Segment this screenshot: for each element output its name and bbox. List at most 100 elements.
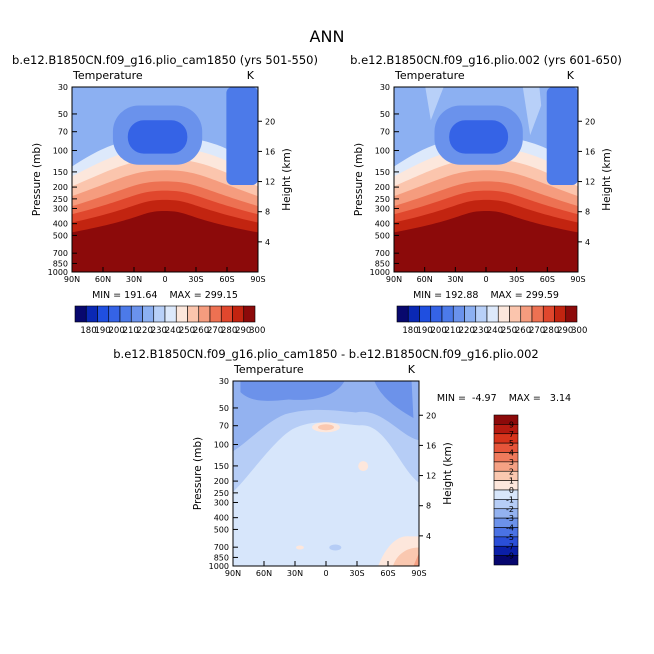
y-tick-label: 200 — [214, 477, 229, 486]
y2-tick-label: 16 — [426, 441, 436, 450]
colorbar-label: -5 — [506, 533, 514, 542]
colorbar-swatch — [85, 305, 98, 323]
y-tick-label: 300 — [375, 204, 390, 213]
colorbar-label: 230 — [473, 326, 489, 336]
y-tick-label: 70 — [58, 128, 68, 137]
panel-2: b.e12.B1850CN.f09_g16.plio.002 (yrs 601-… — [350, 53, 622, 336]
colorbar-label: 270 — [207, 326, 223, 336]
y-tick-label: 400 — [375, 220, 390, 229]
colorbar-label: -7 — [506, 542, 514, 551]
contour-band — [318, 424, 334, 431]
colorbar-swatch — [175, 305, 188, 323]
x-tick-label: 30S — [509, 275, 524, 284]
colorbar-label: 200 — [431, 326, 447, 336]
contour-field — [233, 381, 419, 566]
y2-axis-label: Height (km) — [442, 442, 454, 505]
contour-band — [358, 461, 369, 472]
x-tick-label: 0 — [483, 275, 488, 284]
colorbar-label: 240 — [487, 326, 503, 336]
colorbar-label: -2 — [506, 505, 514, 514]
y-tick-label: 700 — [53, 249, 68, 258]
colorbar-label: 290 — [235, 326, 251, 336]
colorbar-label: 200 — [109, 326, 125, 336]
colorbar-label: 250 — [501, 326, 517, 336]
contour-band — [226, 87, 258, 186]
y-tick-label: 150 — [53, 168, 68, 177]
colorbar-swatch — [493, 442, 519, 453]
panel-title: b.e12.B1850CN.f09_g16.plio.002 (yrs 601-… — [350, 53, 622, 67]
colorbar-label: 220 — [459, 326, 475, 336]
colorbar-label: 300 — [249, 326, 265, 336]
colorbar-label: 220 — [137, 326, 153, 336]
colorbar-swatch — [486, 305, 499, 323]
colorbar-swatch — [441, 305, 454, 323]
x-tick-label: 60S — [219, 275, 234, 284]
contour-band — [295, 545, 304, 550]
y-tick-label: 400 — [214, 514, 229, 523]
colorbar-label: 240 — [165, 326, 181, 336]
colorbar-swatch — [407, 305, 420, 323]
y-tick-label: 850 — [53, 259, 68, 268]
colorbar-label: 190 — [416, 326, 432, 336]
colorbar-swatch — [452, 305, 465, 323]
colorbar-label: 1 — [509, 477, 514, 486]
y-tick-label: 150 — [375, 168, 390, 177]
colorbar-swatch — [509, 305, 522, 323]
y-tick-label: 300 — [53, 204, 68, 213]
y2-tick-label: 4 — [585, 238, 590, 247]
figure-title: ANN — [310, 27, 345, 46]
panel-3: b.e12.B1850CN.f09_g16.plio_cam1850 - b.e… — [113, 347, 571, 578]
y-tick-label: 200 — [375, 183, 390, 192]
colorbar-label: 290 — [557, 326, 573, 336]
colorbar-label: 210 — [123, 326, 139, 336]
contour-band — [72, 210, 258, 272]
colorbar-label: 270 — [529, 326, 545, 336]
colorbar-label: 260 — [193, 326, 209, 336]
colorbar-label: 4 — [509, 449, 514, 458]
x-tick-label: 60N — [417, 275, 433, 284]
y-tick-label: 70 — [380, 128, 390, 137]
y2-tick-label: 16 — [265, 147, 275, 156]
x-tick-label: 90N — [64, 275, 80, 284]
units-label: K — [408, 363, 416, 376]
colorbar-label: 2 — [509, 467, 514, 476]
contour-band — [425, 87, 444, 121]
y-tick-label: 50 — [219, 404, 229, 413]
colorbar-swatch — [220, 305, 233, 323]
colorbar-swatch — [565, 305, 578, 323]
y-tick-label: 250 — [214, 489, 229, 498]
x-tick-label: 90N — [225, 569, 241, 578]
y2-tick-label: 8 — [426, 502, 431, 511]
contour-band — [240, 381, 345, 401]
y2-tick-label: 12 — [265, 178, 275, 187]
min-max-stats: MIN = 191.64 MAX = 299.15 — [92, 290, 238, 301]
colorbar-swatch — [464, 305, 477, 323]
colorbar-swatch — [493, 433, 519, 444]
colorbar-swatch — [493, 555, 519, 566]
y-tick-label: 1000 — [370, 268, 390, 277]
colorbar-swatch — [119, 305, 132, 323]
variable-label: Temperature — [72, 69, 143, 82]
contour-band — [374, 381, 414, 418]
colorbar-swatch — [554, 305, 567, 323]
colorbar-swatch — [430, 305, 443, 323]
colorbar-label: 280 — [221, 326, 237, 336]
y2-tick-label: 8 — [585, 208, 590, 217]
y-tick-label: 200 — [53, 183, 68, 192]
y-tick-label: 50 — [58, 110, 68, 119]
contour-band — [449, 120, 509, 154]
colorbar-swatch — [187, 305, 200, 323]
x-tick-label: 60N — [256, 569, 272, 578]
x-tick-label: 60S — [540, 275, 555, 284]
y-tick-label: 1000 — [48, 268, 68, 277]
colorbar-label: 180 — [402, 326, 418, 336]
y-tick-label: 50 — [380, 110, 390, 119]
y2-axis-label: Height (km) — [281, 148, 293, 211]
colorbar-swatch — [542, 305, 555, 323]
contour-band — [546, 87, 578, 186]
colorbar-label: -4 — [506, 524, 514, 533]
colorbar-swatch — [74, 305, 87, 323]
colorbar-swatch — [209, 305, 222, 323]
x-tick-label: 30N — [126, 275, 142, 284]
x-tick-label: 0 — [162, 275, 167, 284]
